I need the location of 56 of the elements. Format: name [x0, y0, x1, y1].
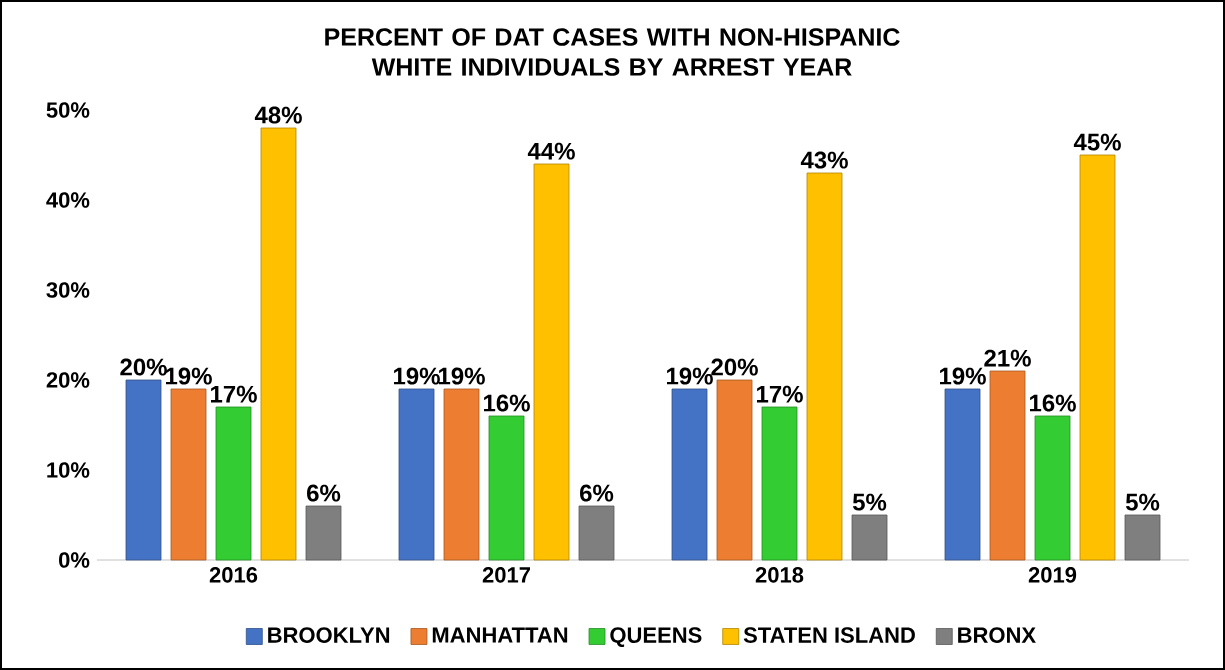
data-label: 20% — [120, 358, 167, 376]
bar — [989, 370, 1026, 561]
bar — [944, 388, 981, 561]
y-tick-label: 30% — [46, 282, 90, 298]
x-tick-label: 2017 — [482, 567, 530, 583]
bar — [1034, 415, 1071, 561]
bar — [443, 388, 480, 561]
data-label: 17% — [210, 385, 257, 403]
bar — [305, 505, 342, 561]
bar — [398, 388, 435, 561]
y-tick-label: 50% — [46, 102, 90, 118]
data-label: 48% — [254, 106, 302, 124]
y-tick-label: 10% — [47, 462, 90, 478]
data-label: 44% — [527, 142, 575, 160]
data-label: 21% — [984, 349, 1031, 367]
x-tick-label: 2016 — [209, 567, 258, 583]
bar — [716, 379, 753, 561]
legend-label: BROOKLYN — [268, 627, 390, 643]
bar — [260, 127, 297, 561]
data-label: 16% — [483, 394, 530, 412]
bar — [533, 163, 570, 561]
data-label: 20% — [711, 358, 758, 376]
legend-label: MANHATTAN — [432, 627, 568, 643]
bar — [578, 505, 615, 561]
bar — [125, 379, 162, 561]
bar — [851, 514, 888, 561]
data-label: 5% — [1125, 493, 1160, 511]
legend-label: STATEN ISLAND — [743, 627, 915, 643]
data-label: 45% — [1073, 133, 1121, 151]
data-label: 6% — [580, 484, 614, 502]
bar — [215, 406, 252, 561]
bar — [488, 415, 525, 561]
chart-title: PERCENT OF DAT CASES WITH NON-HISPANIC WHITE INDIVIDUALS BY ARREST YEAR — [325, 28, 900, 76]
bar — [671, 388, 708, 561]
data-label: 43% — [800, 151, 848, 169]
bar — [170, 388, 207, 561]
y-tick-label: 20% — [46, 372, 90, 388]
x-tick-label: 2018 — [755, 567, 804, 583]
legend-label: BRONX — [958, 627, 1036, 643]
legend-label: QUEENS — [610, 627, 702, 648]
data-label: 17% — [756, 385, 803, 403]
data-label: 16% — [1029, 394, 1076, 412]
data-label: 19% — [165, 367, 212, 385]
x-tick-label: 2019 — [1028, 567, 1077, 583]
y-tick-label: 40% — [46, 192, 90, 208]
bar — [1124, 514, 1161, 561]
data-label: 5% — [852, 493, 887, 511]
data-label: 19% — [438, 367, 485, 385]
data-label: 19% — [939, 367, 986, 385]
y-tick-label: 0% — [59, 552, 90, 568]
data-label: 6% — [307, 484, 341, 502]
data-label: 19% — [393, 367, 440, 385]
bar — [806, 172, 843, 561]
data-label: 19% — [666, 367, 713, 385]
bar — [1079, 154, 1116, 561]
bar — [761, 406, 798, 561]
